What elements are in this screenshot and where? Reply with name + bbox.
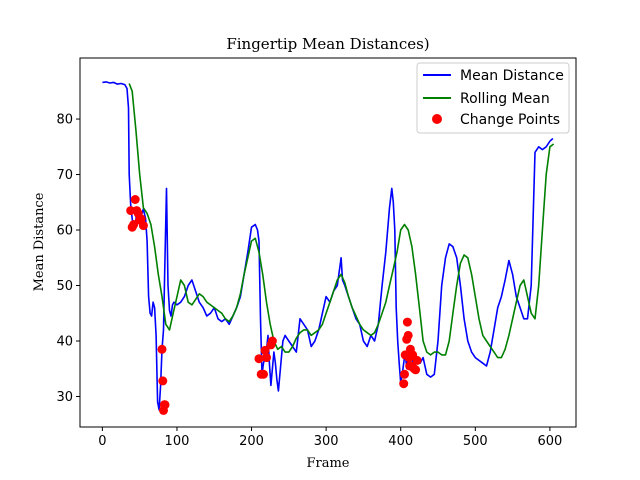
x-tick-label: 200 [239, 434, 264, 449]
y-tick-label: 60 [56, 224, 73, 239]
change-point [160, 400, 170, 410]
change-points-layer [126, 195, 422, 415]
legend-swatch-change-points [432, 114, 442, 124]
legend: Mean Distance Rolling Mean Change Points [416, 62, 570, 134]
x-axis-label: Frame [306, 456, 349, 471]
change-point [402, 317, 412, 327]
x-tick-label: 0 [98, 434, 106, 449]
change-point [411, 365, 421, 375]
change-point [260, 345, 270, 355]
legend-label-mean-distance: Mean Distance [460, 68, 564, 84]
x-tick-label: 600 [537, 434, 562, 449]
change-point [399, 379, 409, 389]
change-point [138, 221, 148, 231]
legend-label-change-points: Change Points [460, 112, 560, 128]
y-tick-label: 40 [56, 334, 73, 349]
y-axis-label: Mean Distance [32, 192, 47, 291]
change-point [412, 355, 422, 365]
x-tick-label: 500 [463, 434, 488, 449]
chart-title: Fingertip Mean Distances) [226, 35, 429, 53]
x-tick-label: 100 [165, 434, 190, 449]
legend-label-rolling-mean: Rolling Mean [460, 91, 550, 107]
change-point [158, 376, 168, 386]
y-axis: 30 40 50 60 70 80 [56, 113, 80, 405]
series-line-mean-distance [102, 81, 554, 411]
change-point [259, 369, 268, 379]
y-tick-label: 70 [56, 168, 73, 183]
y-tick-label: 50 [56, 279, 73, 294]
x-axis: 0 100 200 300 400 500 600 [98, 427, 562, 449]
series-layer [102, 81, 555, 411]
x-tick-label: 400 [388, 434, 413, 449]
y-tick-label: 30 [56, 390, 73, 405]
change-point [130, 195, 140, 204]
change-point [403, 330, 413, 340]
x-tick-label: 300 [314, 434, 339, 449]
change-point [267, 336, 277, 346]
plot-frame [79, 57, 577, 428]
change-point [254, 354, 264, 364]
legend-frame [416, 62, 570, 134]
y-tick-label: 80 [56, 113, 73, 128]
plot-area [79, 57, 577, 428]
series-line-rolling-mean [128, 83, 555, 359]
change-point [157, 344, 167, 354]
change-point [400, 369, 409, 379]
change-point [262, 353, 271, 363]
